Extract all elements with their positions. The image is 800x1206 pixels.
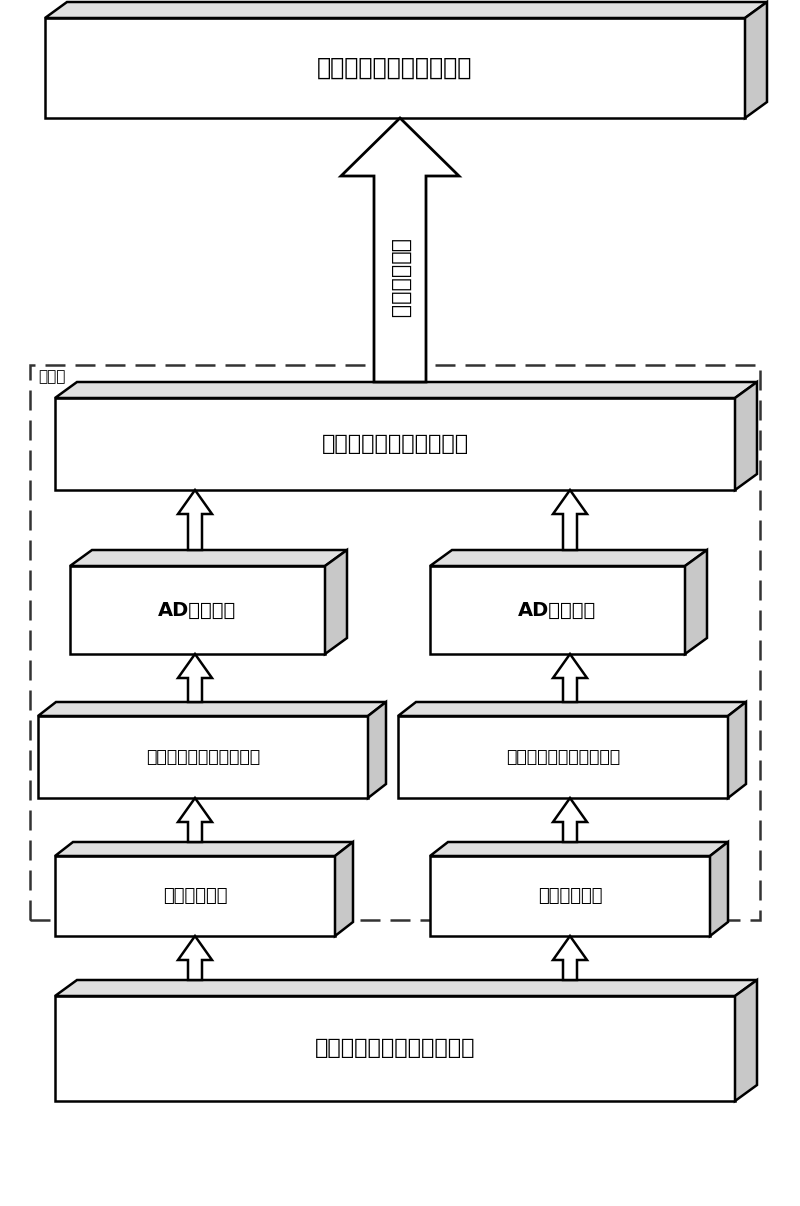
- Polygon shape: [55, 842, 353, 856]
- Polygon shape: [70, 550, 347, 566]
- Text: AD采集部分: AD采集部分: [158, 601, 237, 620]
- Polygon shape: [38, 702, 386, 716]
- Text: 测量回路信号: 测量回路信号: [162, 886, 227, 904]
- Polygon shape: [553, 936, 587, 980]
- Polygon shape: [55, 382, 757, 398]
- Bar: [30, 365, 760, 920]
- Text: AD采集部分: AD采集部分: [518, 601, 597, 620]
- Polygon shape: [430, 856, 710, 936]
- Polygon shape: [55, 398, 735, 490]
- Polygon shape: [335, 842, 353, 936]
- Text: 优化采样结果: 优化采样结果: [390, 239, 410, 320]
- Polygon shape: [430, 566, 685, 654]
- Polygon shape: [178, 798, 212, 842]
- Text: 一次电流互感器二次侧信号: 一次电流互感器二次侧信号: [314, 1038, 475, 1059]
- Polygon shape: [553, 798, 587, 842]
- Text: 装置侧测量型电流传感器: 装置侧测量型电流传感器: [146, 748, 260, 766]
- Polygon shape: [178, 490, 212, 550]
- Polygon shape: [553, 490, 587, 550]
- Polygon shape: [710, 842, 728, 936]
- Polygon shape: [45, 18, 745, 118]
- Text: 装置侧保护型电流传感器: 装置侧保护型电流传感器: [506, 748, 620, 766]
- Polygon shape: [341, 118, 459, 382]
- Polygon shape: [368, 702, 386, 798]
- Polygon shape: [178, 936, 212, 980]
- Polygon shape: [430, 550, 707, 566]
- Text: 采集器: 采集器: [38, 369, 66, 384]
- Polygon shape: [685, 550, 707, 654]
- Polygon shape: [55, 996, 735, 1101]
- Polygon shape: [55, 856, 335, 936]
- Polygon shape: [325, 550, 347, 654]
- Text: 监测装置的电流采样回路: 监测装置的电流采样回路: [318, 55, 473, 80]
- Polygon shape: [70, 566, 325, 654]
- Polygon shape: [745, 2, 767, 118]
- Text: 保护回路信号: 保护回路信号: [538, 886, 602, 904]
- Polygon shape: [45, 2, 767, 18]
- Polygon shape: [735, 382, 757, 490]
- Polygon shape: [398, 702, 746, 716]
- Polygon shape: [553, 654, 587, 702]
- Polygon shape: [728, 702, 746, 798]
- Polygon shape: [430, 842, 728, 856]
- Polygon shape: [398, 716, 728, 798]
- Polygon shape: [735, 980, 757, 1101]
- Polygon shape: [55, 980, 757, 996]
- Text: 采集数据整理与判断系统: 采集数据整理与判断系统: [322, 434, 469, 453]
- Polygon shape: [38, 716, 368, 798]
- Polygon shape: [178, 654, 212, 702]
